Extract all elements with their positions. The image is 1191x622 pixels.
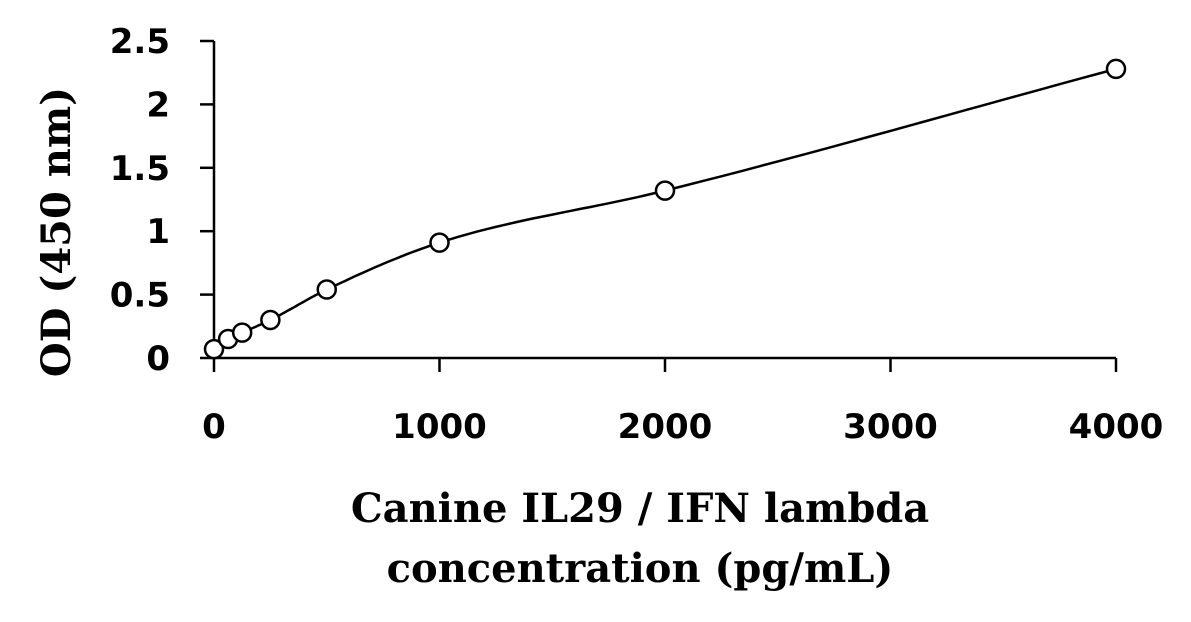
y-tick-label: 2 xyxy=(146,85,170,125)
data-point xyxy=(231,322,253,343)
x-axis-title-line1: Canine IL29 / IFN lambda xyxy=(351,485,929,532)
fit-curve xyxy=(213,67,1117,351)
x-tick-label: 3000 xyxy=(843,407,938,447)
y-tick-label: 1 xyxy=(146,212,170,252)
data-points xyxy=(203,58,1127,360)
data-point xyxy=(1105,58,1127,80)
y-tick-label: 2.5 xyxy=(110,22,170,62)
x-tick-label: 0 xyxy=(202,407,226,447)
y-tick-label: 0.5 xyxy=(110,276,170,316)
data-point xyxy=(429,232,450,253)
x-tick-label: 2000 xyxy=(618,407,713,447)
y-axis-title: OD (450 nm) xyxy=(33,87,80,377)
data-point xyxy=(203,338,225,360)
data-point xyxy=(654,180,676,201)
y-tick-label: 0 xyxy=(146,339,170,379)
x-tick-label: 4000 xyxy=(1069,407,1164,447)
y-tick-label: 1.5 xyxy=(110,149,170,189)
x-axis-title-line2: concentration (pg/mL) xyxy=(387,545,894,592)
data-point xyxy=(260,309,281,331)
data-point xyxy=(316,279,337,300)
x-tick-label: 1000 xyxy=(392,407,487,447)
y-axis-ticks: 0 0.5 1 1.5 2 2.5 xyxy=(110,22,214,379)
x-axis-ticks: 0 1000 2000 3000 4000 xyxy=(202,358,1163,447)
